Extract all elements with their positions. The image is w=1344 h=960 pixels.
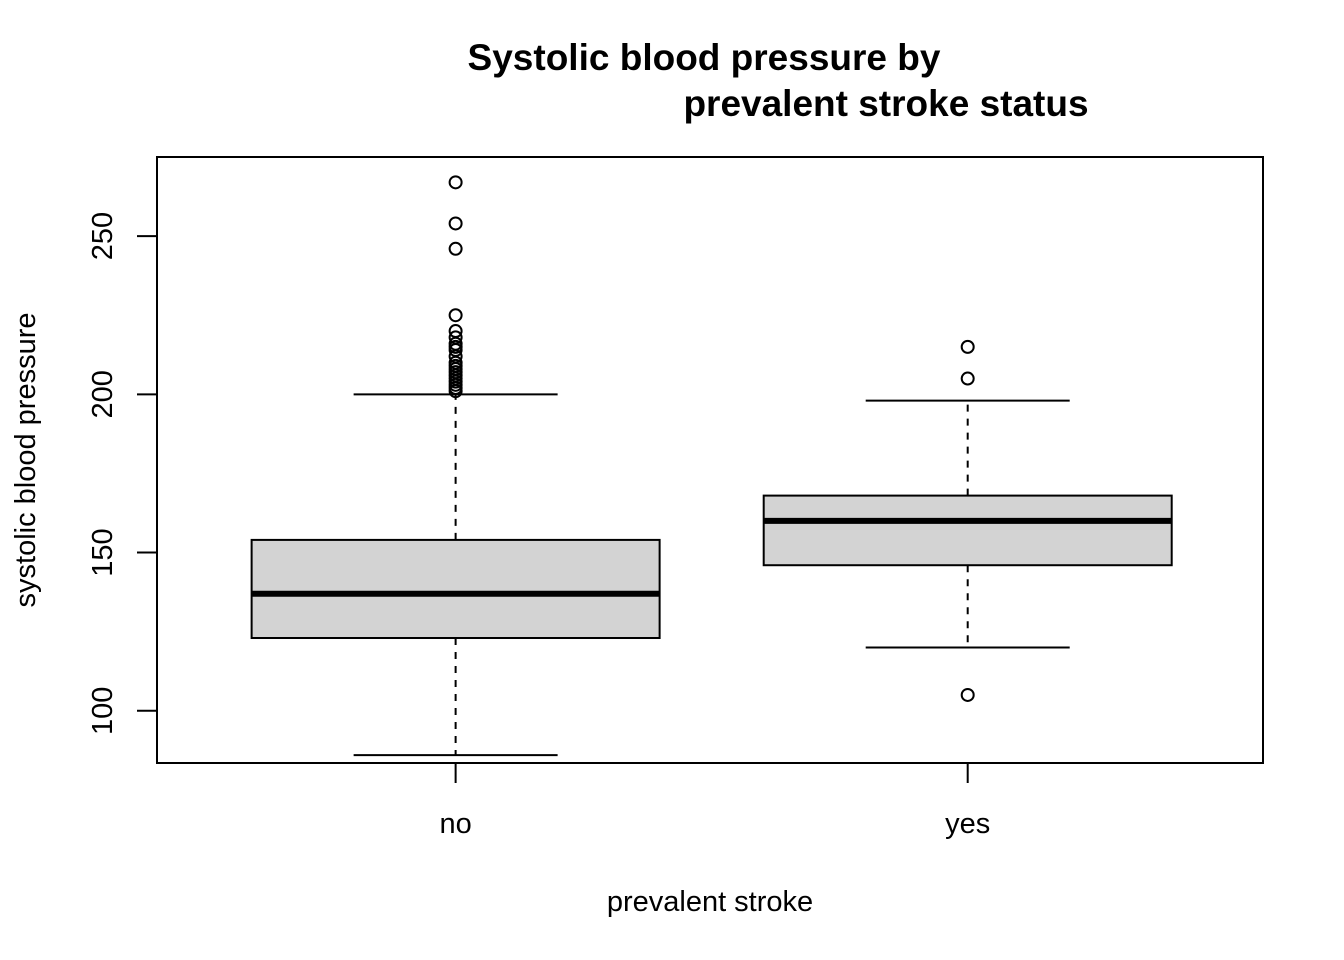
boxes-layer	[250, 175, 1173, 757]
outlier-point	[448, 324, 463, 339]
y-tick-label: 150	[87, 528, 119, 576]
box-group-no	[250, 175, 661, 757]
x-axis-label: prevalent stroke	[607, 886, 813, 918]
x-tick-label-no: no	[439, 808, 471, 840]
plot-frame	[156, 156, 1264, 764]
chart-title-line-1: Systolic blood pressure by	[468, 37, 941, 78]
outlier-point	[448, 175, 463, 190]
chart-title-line-2: prevalent stroke status	[683, 83, 1088, 124]
x-axis: no yes	[439, 763, 990, 840]
iqr-box	[762, 494, 1173, 567]
box-group-yes	[762, 339, 1173, 702]
outlier-point	[448, 216, 463, 231]
y-tick-label: 100	[87, 687, 119, 735]
outlier-point	[960, 339, 975, 354]
x-tick-label-yes: yes	[945, 808, 990, 840]
iqr-box	[250, 538, 661, 640]
outlier-point	[448, 330, 463, 345]
outlier-point	[960, 371, 975, 386]
outlier-point	[448, 241, 463, 256]
outlier-point	[960, 687, 975, 702]
outlier-point	[448, 308, 463, 323]
y-axis: 100 150 200 250	[87, 212, 157, 735]
y-tick-label: 250	[87, 212, 119, 260]
y-axis-label: systolic blood pressure	[10, 313, 42, 608]
y-tick-label: 200	[87, 370, 119, 418]
